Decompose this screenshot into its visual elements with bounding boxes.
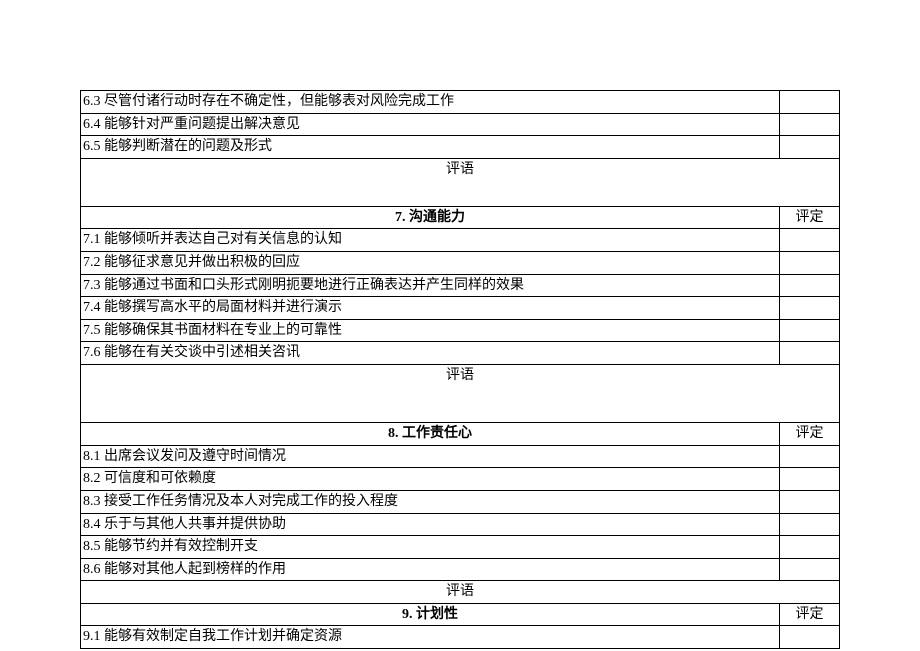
table-row: 7.1 能够倾听并表达自己对有关信息的认知 [81,229,840,252]
criterion-item: 7.2 能够征求意见并做出积极的回应 [81,252,780,275]
rating-header: 评定 [780,423,840,446]
table-row: 7.4 能够撰写高水平的局面材料并进行演示 [81,297,840,320]
criterion-item: 7.6 能够在有关交谈中引述相关咨讯 [81,342,780,365]
evaluation-table: 6.3 尽管付诸行动时存在不确定性，但能够表对风险完成工作 6.4 能够针对严重… [80,90,840,649]
criterion-item: 6.3 尽管付诸行动时存在不确定性，但能够表对风险完成工作 [81,91,780,114]
criterion-item: 6.5 能够判断潜在的问题及形式 [81,136,780,159]
rating-cell[interactable] [780,91,840,114]
comment-label-row: 评语 [81,581,840,604]
section-title: 8. 工作责任心 [81,423,780,446]
rating-cell[interactable] [780,445,840,468]
table-row: 8.2 可信度和可依赖度 [81,468,840,491]
comment-body-row [81,387,840,423]
table-row: 8.6 能够对其他人起到榜样的作用 [81,558,840,581]
table-row: 8.1 出席会议发问及遵守时间情况 [81,445,840,468]
rating-header: 评定 [780,206,840,229]
table-row: 7.6 能够在有关交谈中引述相关咨讯 [81,342,840,365]
rating-header: 评定 [780,603,840,626]
table-row: 6.3 尽管付诸行动时存在不确定性，但能够表对风险完成工作 [81,91,840,114]
section-title: 9. 计划性 [81,603,780,626]
table-row: 6.5 能够判断潜在的问题及形式 [81,136,840,159]
table-row: 8.4 乐于与其他人共事并提供协助 [81,513,840,536]
criterion-item: 9.1 能够有效制定自我工作计划并确定资源 [81,626,780,649]
comment-label-row: 评语 [81,158,840,180]
section-header-row: 8. 工作责任心 评定 [81,423,840,446]
table-row: 7.3 能够通过书面和口头形式刚明扼要地进行正确表达并产生同样的效果 [81,274,840,297]
criterion-item: 6.4 能够针对严重问题提出解决意见 [81,113,780,136]
section-header-row: 7. 沟通能力 评定 [81,206,840,229]
criterion-item: 7.3 能够通过书面和口头形式刚明扼要地进行正确表达并产生同样的效果 [81,274,780,297]
rating-cell[interactable] [780,468,840,491]
criterion-item: 8.2 可信度和可依赖度 [81,468,780,491]
rating-cell[interactable] [780,342,840,365]
criterion-item: 7.5 能够确保其书面材料在专业上的可靠性 [81,319,780,342]
criterion-item: 8.3 接受工作任务情况及本人对完成工作的投入程度 [81,490,780,513]
comment-label-row: 评语 [81,365,840,387]
criterion-item: 7.4 能够撰写高水平的局面材料并进行演示 [81,297,780,320]
comment-input[interactable] [81,180,840,206]
criterion-item: 7.1 能够倾听并表达自己对有关信息的认知 [81,229,780,252]
criterion-item: 8.5 能够节约并有效控制开支 [81,536,780,559]
comment-label: 评语 [81,365,840,387]
rating-cell[interactable] [780,113,840,136]
rating-cell[interactable] [780,626,840,649]
rating-cell[interactable] [780,558,840,581]
rating-cell[interactable] [780,297,840,320]
rating-cell[interactable] [780,229,840,252]
section-title: 7. 沟通能力 [81,206,780,229]
section-header-row: 9. 计划性 评定 [81,603,840,626]
criterion-item: 8.4 乐于与其他人共事并提供协助 [81,513,780,536]
rating-cell[interactable] [780,136,840,159]
table-row: 8.3 接受工作任务情况及本人对完成工作的投入程度 [81,490,840,513]
criterion-item: 8.6 能够对其他人起到榜样的作用 [81,558,780,581]
table-row: 6.4 能够针对严重问题提出解决意见 [81,113,840,136]
comment-input[interactable] [81,387,840,423]
table-row: 9.1 能够有效制定自我工作计划并确定资源 [81,626,840,649]
rating-cell[interactable] [780,536,840,559]
rating-cell[interactable] [780,319,840,342]
rating-cell[interactable] [780,252,840,275]
criterion-item: 8.1 出席会议发问及遵守时间情况 [81,445,780,468]
rating-cell[interactable] [780,513,840,536]
table-row: 7.5 能够确保其书面材料在专业上的可靠性 [81,319,840,342]
rating-cell[interactable] [780,490,840,513]
rating-cell[interactable] [780,274,840,297]
comment-body-row [81,180,840,206]
comment-label: 评语 [81,581,840,604]
comment-label: 评语 [81,158,840,180]
table-row: 8.5 能够节约并有效控制开支 [81,536,840,559]
table-row: 7.2 能够征求意见并做出积极的回应 [81,252,840,275]
